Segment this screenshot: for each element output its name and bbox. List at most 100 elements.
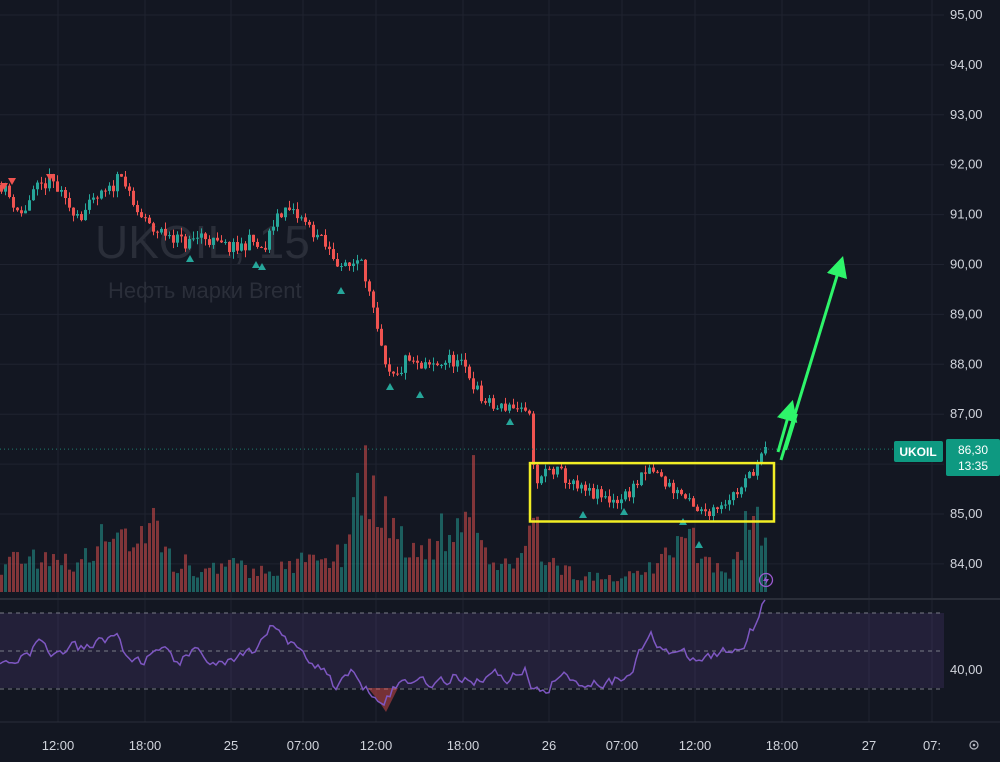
candle-body (432, 363, 435, 365)
volume-bar (680, 536, 683, 592)
candle-body (232, 242, 235, 253)
consolidation-box[interactable] (528, 461, 776, 523)
volume-bar (472, 455, 475, 592)
x-tick-label: 07:00 (606, 738, 639, 753)
volume-bar (116, 532, 119, 592)
volume-bar (236, 563, 239, 592)
volume-bar (168, 548, 171, 592)
volume-bar (696, 563, 699, 592)
volume-bar (412, 542, 415, 592)
candle-body (100, 190, 103, 199)
volume-bar (660, 553, 663, 592)
candle-body (588, 488, 591, 491)
lightning-icon[interactable] (758, 572, 774, 588)
candle-body (520, 407, 523, 409)
volume-bar (760, 545, 763, 592)
candle-body (332, 249, 335, 259)
volume-bar (176, 573, 179, 592)
volume-bar (480, 540, 483, 592)
volume-bar (588, 572, 591, 592)
price-badge[interactable]: UKOIL 86,30 13:35 (894, 439, 1000, 476)
candle-body (180, 234, 183, 237)
candle-body (516, 408, 519, 410)
candle-body (736, 492, 739, 495)
candle-body (632, 483, 635, 498)
candle-body (644, 472, 647, 474)
candle-body (436, 363, 439, 366)
candle-body (684, 494, 687, 499)
volume-bar (720, 571, 723, 592)
volume-bar (280, 561, 283, 592)
volume-bar (484, 547, 487, 592)
candle-body (68, 198, 71, 208)
volume-bar (436, 541, 439, 592)
candle-body (76, 214, 79, 216)
y-tick-label: 88,00 (950, 356, 983, 371)
candle-body (416, 360, 419, 363)
x-tick-label: 18:00 (447, 738, 480, 753)
candle-body (52, 174, 55, 182)
volume-bar (736, 551, 739, 592)
volume-bar (68, 569, 71, 592)
candle-body (468, 366, 471, 379)
candle-body (172, 235, 175, 243)
candle-body (476, 385, 479, 390)
candle-body (284, 207, 287, 218)
volume-bar (340, 567, 343, 592)
candle-body (472, 378, 475, 390)
candle-body (104, 190, 107, 192)
volume-bar (396, 539, 399, 592)
candle-body (224, 241, 227, 243)
volume-bar (124, 528, 127, 592)
breakout-arrow-long (779, 255, 847, 461)
volume-bar (28, 556, 31, 592)
candle-body (208, 239, 211, 245)
candle-body (252, 234, 255, 242)
y-tick-label: 92,00 (950, 157, 983, 172)
candle-body (108, 185, 111, 191)
volume-bar (100, 524, 103, 592)
candle-body (280, 213, 283, 218)
volume-bar (376, 526, 379, 592)
volume-bar (460, 532, 463, 592)
volume-bar (140, 526, 143, 592)
candle-body (388, 364, 391, 372)
candle-body (600, 489, 603, 498)
candle-body (196, 237, 199, 239)
volume-bar (648, 562, 651, 592)
signal-markers (0, 174, 703, 548)
volume-bar (640, 574, 643, 592)
candle-body (556, 466, 559, 475)
candle-body (760, 453, 763, 463)
settings-gear-icon[interactable] (969, 740, 979, 750)
candle-body (96, 197, 99, 199)
candle-body (460, 359, 463, 361)
candle-body (268, 230, 271, 250)
volume-bar (672, 557, 675, 592)
volume-bar (0, 574, 3, 592)
volume-bar (160, 552, 163, 592)
volume-bar (384, 496, 387, 592)
y-tick-label: 89,00 (950, 306, 983, 321)
candle-body (48, 174, 51, 189)
volume-bar (608, 575, 611, 592)
candle-body (0, 184, 3, 192)
volume-bar (544, 565, 547, 592)
candle-body (628, 491, 631, 498)
volume-bar (468, 517, 471, 592)
volume-bar (204, 568, 207, 592)
volume-bar (180, 568, 183, 592)
candle-body (4, 185, 7, 192)
y-tick-label: 91,00 (950, 207, 983, 222)
candle-body (228, 241, 231, 253)
candle-body (740, 487, 743, 495)
candle-body (452, 354, 455, 367)
volume-bar (732, 559, 735, 592)
candle-body (296, 209, 299, 219)
candle-body (744, 478, 747, 488)
candle-body (700, 509, 703, 512)
volume-bar (224, 566, 227, 592)
volume-bar (728, 578, 731, 592)
time-axis[interactable]: 12:00 18:00 25 07:00 12:00 18:00 26 07:00 12:00 1… (42, 738, 941, 753)
